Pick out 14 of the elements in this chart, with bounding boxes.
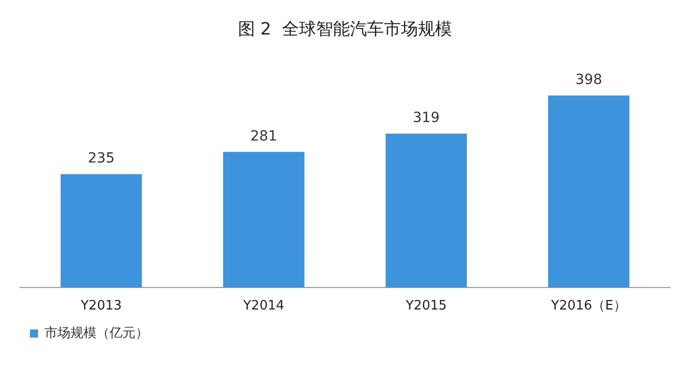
bar bbox=[223, 152, 304, 288]
bar bbox=[548, 95, 630, 288]
data-label: 281 bbox=[250, 128, 278, 145]
x-tick-label: Y2016（E） bbox=[550, 298, 626, 314]
data-label: 235 bbox=[88, 150, 115, 167]
x-tick-label: Y2014 bbox=[242, 298, 284, 314]
bar bbox=[60, 174, 142, 288]
chart-title: 图 2 全球智能汽车市场规模 bbox=[238, 20, 452, 40]
bar bbox=[386, 134, 467, 288]
x-tick-label: Y2015 bbox=[404, 298, 447, 314]
data-label: 319 bbox=[412, 110, 440, 126]
data-label: 398 bbox=[575, 72, 602, 88]
x-tick-label: Y2013 bbox=[80, 298, 122, 314]
legend-label: 市场规模（亿元） bbox=[44, 326, 148, 341]
